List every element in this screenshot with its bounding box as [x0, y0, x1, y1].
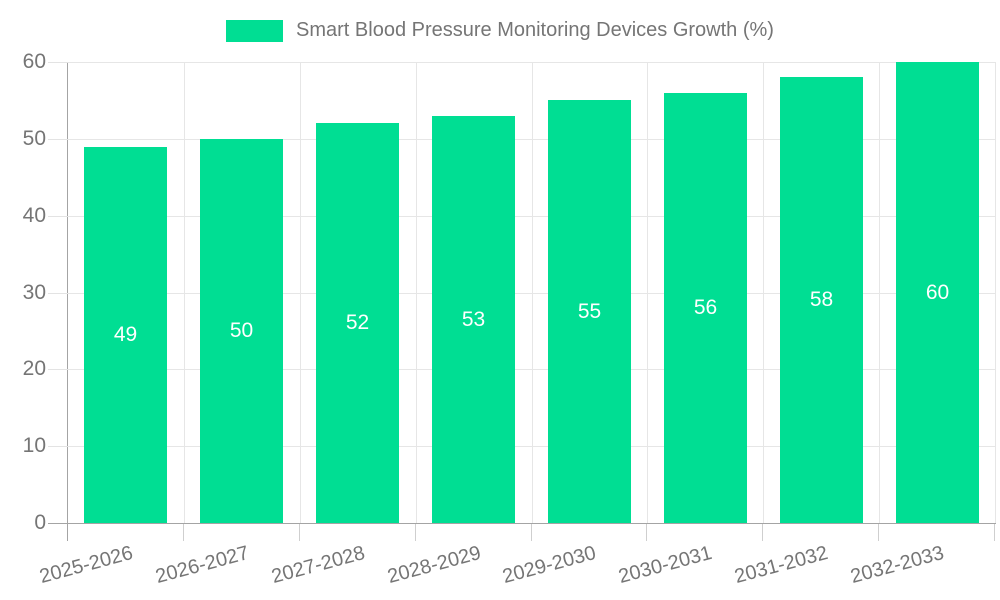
x-axis-category-label: 2025-2026 — [37, 542, 136, 589]
y-axis-tick-label: 10 — [22, 434, 46, 457]
y-axis-tick-label: 0 — [34, 511, 46, 534]
x-axis-line — [67, 523, 996, 524]
gridline-horizontal — [68, 138, 995, 140]
legend-marker — [226, 19, 284, 42]
y-axis-tick-label: 20 — [22, 357, 46, 380]
bar-value-label: 56 — [693, 296, 718, 319]
x-axis-tick — [531, 523, 532, 541]
bar-value-label: 60 — [925, 280, 950, 304]
y-axis-tick — [48, 293, 68, 294]
x-axis-category-label: 2028-2029 — [385, 542, 484, 589]
gridline-vertical — [995, 62, 996, 523]
x-axis-category-label: 2027-2028 — [269, 542, 368, 589]
x-axis-tick — [183, 523, 184, 541]
gridline-horizontal — [68, 292, 995, 294]
legend-label: Smart Blood Pressure Monitoring Devices … — [296, 19, 774, 41]
gridline-horizontal — [68, 215, 995, 217]
bar: 50 — [200, 139, 283, 523]
bar-value-label: 55 — [577, 299, 602, 323]
bar-value-label: 58 — [809, 288, 834, 311]
x-axis-tick — [646, 523, 647, 541]
y-axis-line — [67, 62, 68, 523]
y-axis-tick — [48, 216, 68, 217]
x-axis-tick — [415, 523, 416, 541]
gridline-horizontal — [68, 446, 995, 448]
x-axis-category-label: 2031-2032 — [732, 542, 831, 589]
bar-value-label: 50 — [229, 319, 254, 342]
legend[interactable]: Smart Blood Pressure Monitoring Devices … — [0, 19, 1000, 42]
y-axis-tick — [48, 523, 68, 524]
x-axis-tick — [67, 523, 68, 541]
bar: 58 — [780, 77, 863, 523]
x-axis-tick — [994, 523, 995, 541]
bar-value-label: 52 — [345, 311, 370, 334]
x-axis-category-label: 2032-2033 — [848, 542, 947, 589]
y-axis-tick — [48, 62, 68, 63]
bar: 53 — [432, 116, 515, 523]
y-axis-tick-label: 30 — [22, 281, 46, 304]
y-axis-tick — [48, 369, 68, 370]
x-axis-tick — [762, 523, 763, 541]
y-axis-tick-label: 40 — [22, 204, 46, 227]
gridline-vertical — [184, 62, 185, 523]
gridline-horizontal — [68, 369, 995, 371]
bar: 49 — [84, 147, 167, 523]
gridline-horizontal — [68, 62, 995, 63]
bar-value-label: 49 — [113, 323, 138, 346]
gridline-vertical — [879, 62, 880, 523]
x-axis-tick — [299, 523, 300, 541]
bar-value-label: 53 — [461, 307, 486, 331]
bar: 60 — [896, 62, 979, 523]
gridline-vertical — [532, 62, 533, 523]
gridline-vertical — [300, 62, 301, 523]
plot-area: 49 50 52 53 55 56 58 60 — [68, 62, 996, 523]
y-axis-tick — [48, 139, 68, 140]
bar: 56 — [664, 93, 747, 523]
gridline-vertical — [647, 62, 648, 523]
x-axis-category-label: 2030-2031 — [616, 542, 715, 589]
x-axis-tick — [878, 523, 879, 541]
x-axis-category-label: 2026-2027 — [153, 542, 252, 589]
x-axis-category-label: 2029-2030 — [500, 542, 599, 589]
bar: 55 — [548, 100, 631, 523]
y-axis-tick-label: 50 — [22, 127, 46, 150]
gridline-vertical — [416, 62, 417, 523]
y-axis-tick — [48, 446, 68, 447]
y-axis-tick-label: 60 — [22, 50, 46, 73]
gridline-vertical — [763, 62, 764, 523]
bar: 52 — [316, 123, 399, 523]
